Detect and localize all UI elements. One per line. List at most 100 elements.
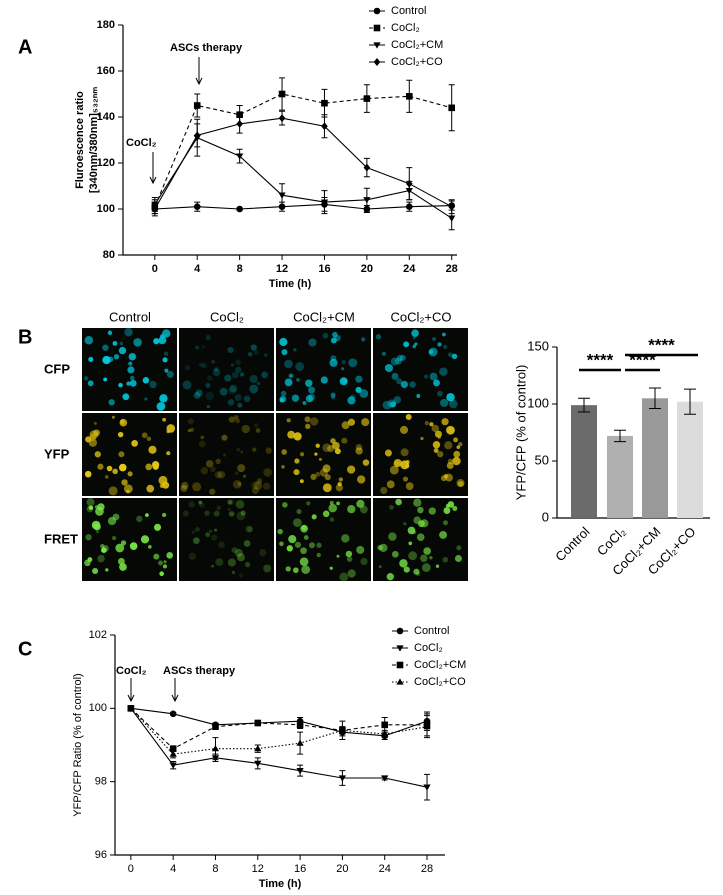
cell bbox=[322, 483, 332, 493]
cell bbox=[446, 392, 455, 402]
cell bbox=[330, 392, 336, 398]
marker bbox=[254, 719, 262, 727]
cell bbox=[399, 559, 408, 568]
cell bbox=[180, 484, 188, 492]
cell bbox=[253, 423, 259, 428]
cell bbox=[205, 334, 211, 341]
cell bbox=[394, 357, 403, 365]
cell bbox=[341, 367, 345, 371]
series-line bbox=[130, 707, 428, 737]
marker bbox=[278, 192, 286, 199]
cell bbox=[314, 452, 318, 456]
cell bbox=[341, 421, 350, 430]
marker bbox=[373, 7, 381, 15]
arrow-head bbox=[171, 694, 179, 703]
marker bbox=[236, 153, 244, 160]
cell bbox=[124, 327, 133, 337]
cell bbox=[361, 418, 370, 427]
cell bbox=[212, 368, 221, 377]
cell bbox=[301, 565, 311, 574]
marker bbox=[381, 721, 389, 729]
cell bbox=[149, 380, 157, 389]
cell bbox=[162, 417, 167, 422]
cell bbox=[249, 384, 259, 394]
cell bbox=[329, 500, 334, 505]
cell bbox=[205, 532, 211, 538]
legend-label: CoCl₂+CO bbox=[391, 56, 443, 68]
cell bbox=[221, 434, 228, 441]
cell bbox=[246, 525, 253, 533]
cell bbox=[330, 438, 336, 444]
cell bbox=[192, 482, 202, 492]
cell bbox=[412, 344, 417, 349]
cell bbox=[118, 346, 127, 355]
marker bbox=[396, 678, 404, 685]
cell bbox=[305, 423, 311, 430]
cell bbox=[421, 563, 431, 572]
cell bbox=[231, 371, 239, 379]
cell bbox=[131, 439, 138, 447]
cell bbox=[195, 345, 199, 350]
cell bbox=[306, 501, 311, 506]
x-axis-label: Time (h) bbox=[259, 878, 302, 890]
marker bbox=[296, 768, 304, 775]
marker bbox=[396, 645, 404, 652]
marker bbox=[396, 661, 404, 669]
cell bbox=[108, 486, 118, 496]
x-tick-label: 4 bbox=[194, 263, 201, 275]
cell bbox=[335, 484, 343, 492]
cell bbox=[235, 500, 245, 509]
marker bbox=[127, 704, 135, 711]
cell bbox=[282, 502, 288, 508]
cell bbox=[245, 525, 253, 533]
cell bbox=[92, 567, 99, 574]
marker bbox=[423, 723, 431, 730]
cell bbox=[389, 465, 399, 475]
x-tick-label: 20 bbox=[336, 863, 348, 875]
cell bbox=[456, 445, 461, 449]
cell bbox=[163, 560, 167, 564]
cell bbox=[288, 535, 297, 544]
row-label: FRET bbox=[44, 531, 78, 546]
x-tick-label: 24 bbox=[403, 263, 416, 275]
cell bbox=[128, 361, 133, 366]
cell bbox=[324, 474, 331, 481]
cell bbox=[332, 441, 340, 450]
error-bar bbox=[649, 387, 661, 410]
cell bbox=[412, 336, 416, 340]
marker bbox=[338, 775, 347, 782]
marker bbox=[169, 750, 177, 757]
y-tick-label: 0 bbox=[542, 509, 549, 524]
marker bbox=[381, 730, 389, 737]
cell bbox=[399, 354, 406, 361]
cell bbox=[330, 337, 337, 344]
x-tick-label: 12 bbox=[252, 863, 264, 875]
cell bbox=[447, 352, 453, 357]
cell bbox=[117, 431, 124, 438]
cell bbox=[355, 375, 363, 383]
cell bbox=[322, 443, 332, 452]
column-label: CoCl₂+CO bbox=[390, 309, 451, 324]
marker bbox=[212, 723, 219, 730]
cell bbox=[162, 564, 168, 569]
y-axis-label: Fluroescence ratio bbox=[74, 91, 86, 189]
cell bbox=[129, 379, 137, 387]
cell bbox=[347, 396, 356, 405]
annotation: CoCl₂ bbox=[116, 665, 147, 677]
cell bbox=[123, 484, 133, 494]
x-tick-label: 24 bbox=[379, 863, 391, 875]
cell bbox=[112, 341, 118, 346]
y-tick-label: 100 bbox=[527, 395, 549, 410]
cell bbox=[227, 507, 231, 512]
cell bbox=[389, 504, 394, 510]
y-tick-label: 80 bbox=[103, 249, 115, 261]
cell bbox=[391, 550, 399, 558]
row-label: CFP bbox=[44, 361, 70, 376]
cell bbox=[237, 402, 243, 408]
marker bbox=[396, 627, 404, 635]
cell bbox=[429, 555, 433, 560]
cell bbox=[411, 329, 419, 337]
cell bbox=[249, 374, 258, 384]
cell bbox=[405, 464, 410, 469]
cell bbox=[188, 501, 195, 508]
